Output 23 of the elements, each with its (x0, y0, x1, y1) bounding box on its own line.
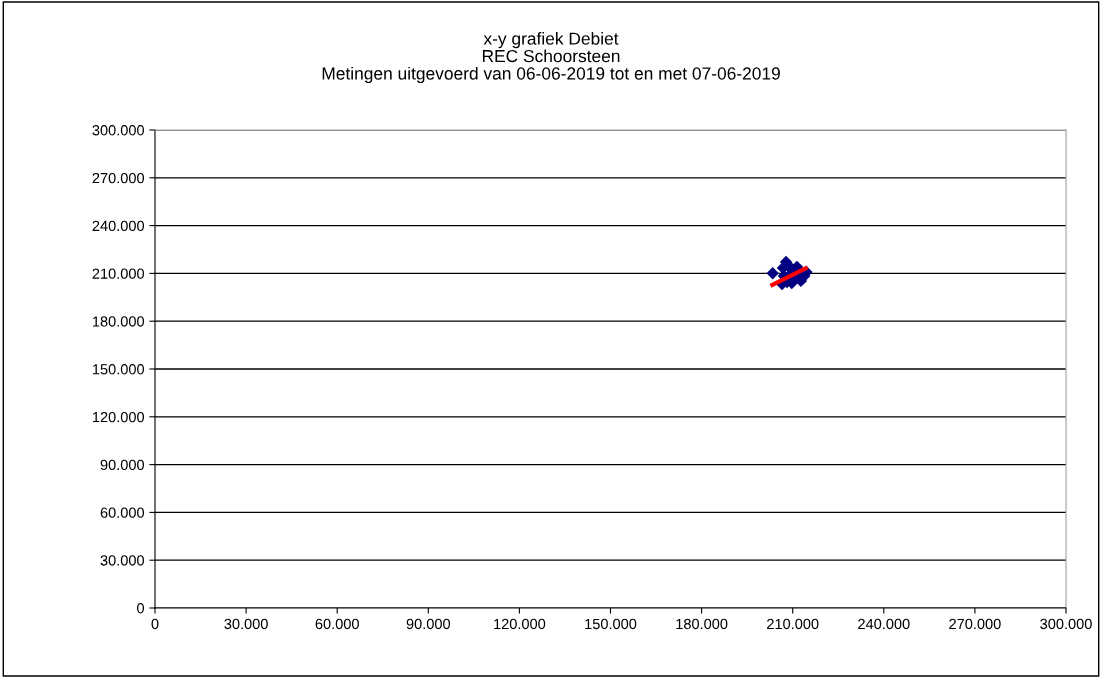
y-tick-label: 150.000 (92, 364, 145, 375)
y-tick-label: 300.000 (92, 125, 145, 136)
x-tick-label: 300.000 (1040, 618, 1092, 630)
x-tick-label: 210.000 (767, 618, 819, 630)
y-tick-label: 30.000 (100, 555, 145, 566)
chart-title: x-y grafiek Debiet REC Schoorsteen Metingen uitgevoerd van 06-06-2019 tot en met 07-06-2019 (322, 32, 780, 84)
x-tick-label: 270.000 (949, 618, 1001, 630)
x-tick-label: 240.000 (858, 618, 910, 630)
y-tick-label: 270.000 (92, 172, 145, 184)
y-tick-label: 60.000 (100, 507, 145, 518)
y-tick-label: 210.000 (92, 268, 145, 279)
x-tick-label: 0 (151, 618, 159, 630)
x-tick-label: 30.000 (224, 618, 268, 630)
x-tick-label: 150.000 (585, 618, 637, 630)
x-tick-label: 60.000 (315, 618, 359, 630)
y-tick-label: 240.000 (92, 220, 145, 232)
x-tick-label: 90.000 (406, 618, 451, 630)
y-tick-label: 180.000 (92, 316, 145, 327)
x-tick-label: 180.000 (676, 618, 728, 630)
x-tick-label: 120.000 (494, 618, 546, 630)
y-tick-label: 0 (137, 603, 145, 614)
y-tick-label: 90.000 (100, 459, 145, 471)
y-tick-label: 120.000 (92, 411, 145, 423)
